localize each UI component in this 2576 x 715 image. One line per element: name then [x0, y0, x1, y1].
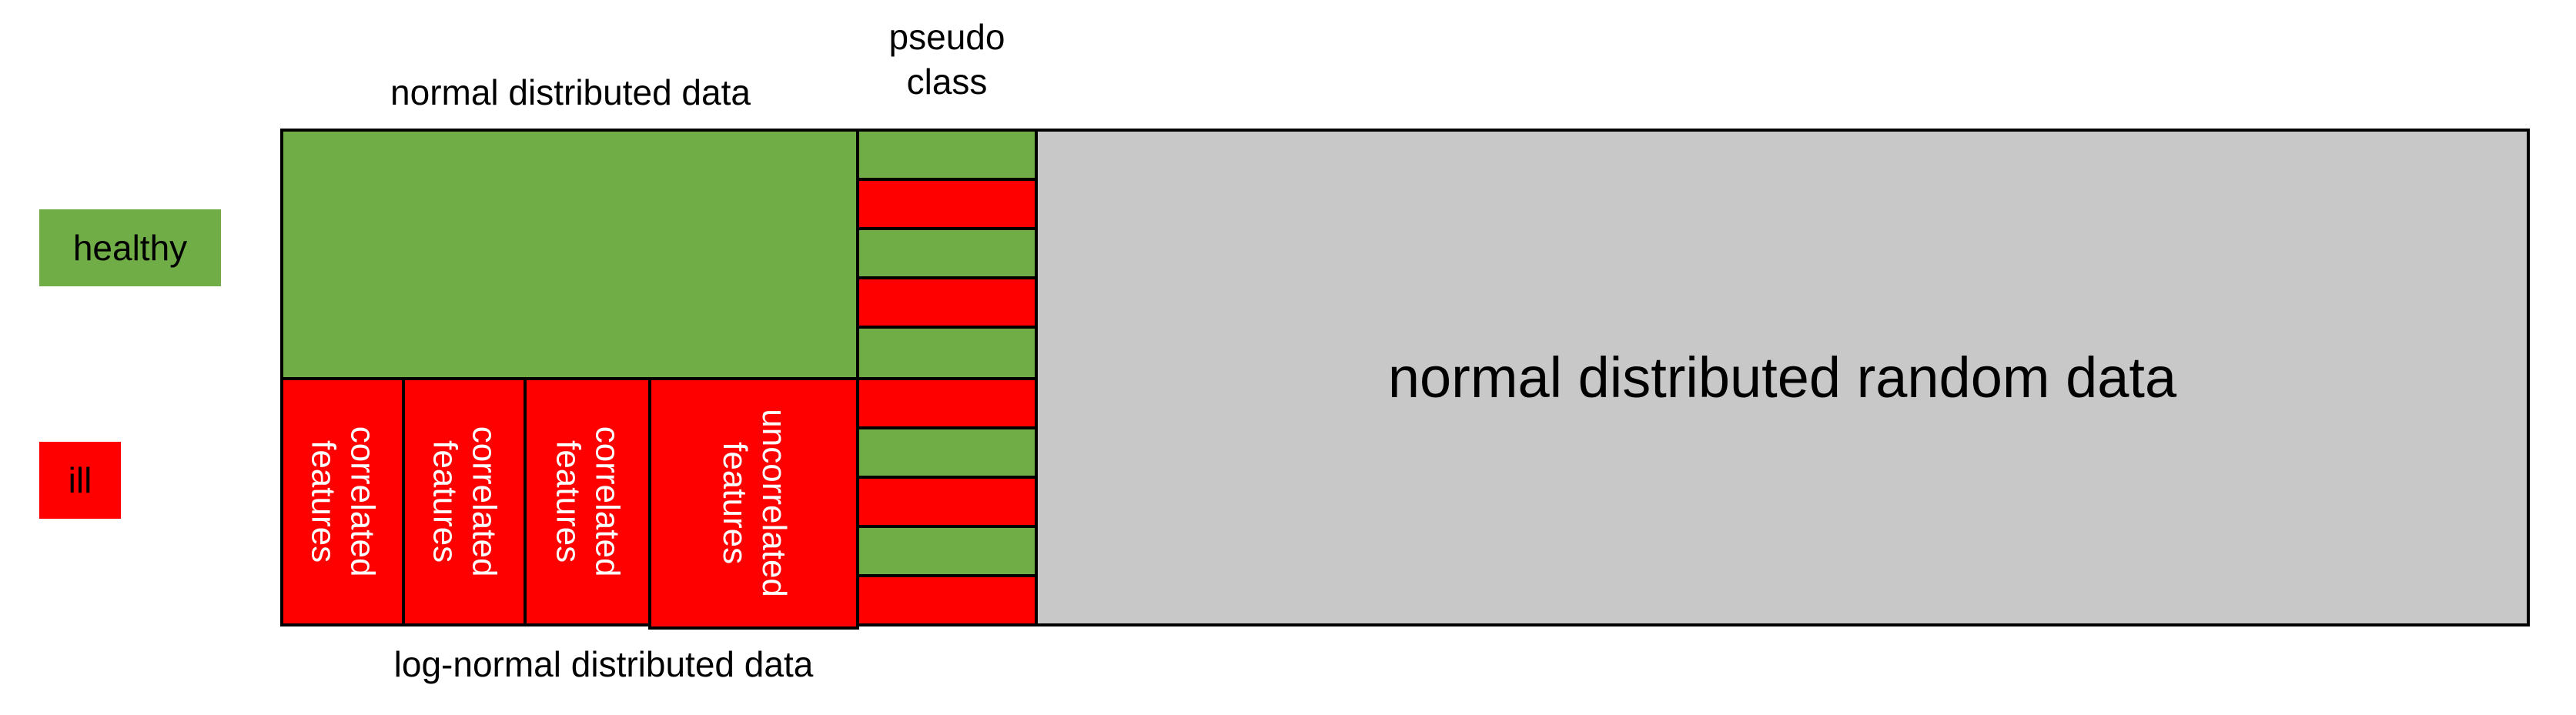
- pseudo-stripe-9: [856, 525, 1038, 577]
- pseudo-stripe-7: [856, 426, 1038, 479]
- pseudo-class-label: pseudo class: [888, 17, 1005, 102]
- pseudo-stripe-4: [856, 276, 1038, 329]
- legend-ill-label: ill: [68, 460, 92, 500]
- uncorrelated-features-block: uncorrelated features: [648, 377, 859, 630]
- pseudo-stripe-5: [856, 326, 1038, 380]
- legend-ill-swatch: ill: [39, 442, 121, 519]
- pseudo-stripe-2: [856, 178, 1038, 230]
- legend-healthy-label: healthy: [72, 228, 188, 268]
- pseudo-stripe-6: [856, 377, 1038, 429]
- feature-label-2: correlated features: [427, 426, 503, 577]
- pseudo-stripe-1: [856, 129, 1038, 181]
- pseudo-stripe-10: [856, 574, 1038, 626]
- feature-label-4: uncorrelated features: [715, 409, 793, 598]
- normal-distributed-data-label: normal distributed data: [390, 72, 751, 112]
- pseudo-stripe-3: [856, 227, 1038, 279]
- legend-healthy-swatch: healthy: [39, 209, 221, 286]
- correlated-features-block-3: correlated features: [524, 377, 651, 626]
- log-normal-distributed-data-label: log-normal distributed data: [393, 644, 814, 684]
- random-data-block: normal distributed random data: [1035, 129, 2530, 626]
- random-data-label: normal distributed random data: [1387, 346, 2177, 409]
- healthy-normal-block: [280, 129, 859, 380]
- feature-label-3: correlated features: [550, 426, 627, 577]
- correlated-features-block-1: correlated features: [280, 377, 405, 626]
- correlated-features-block-2: correlated features: [402, 377, 527, 626]
- feature-label-1: correlated features: [305, 426, 382, 577]
- pseudo-stripe-8: [856, 476, 1038, 528]
